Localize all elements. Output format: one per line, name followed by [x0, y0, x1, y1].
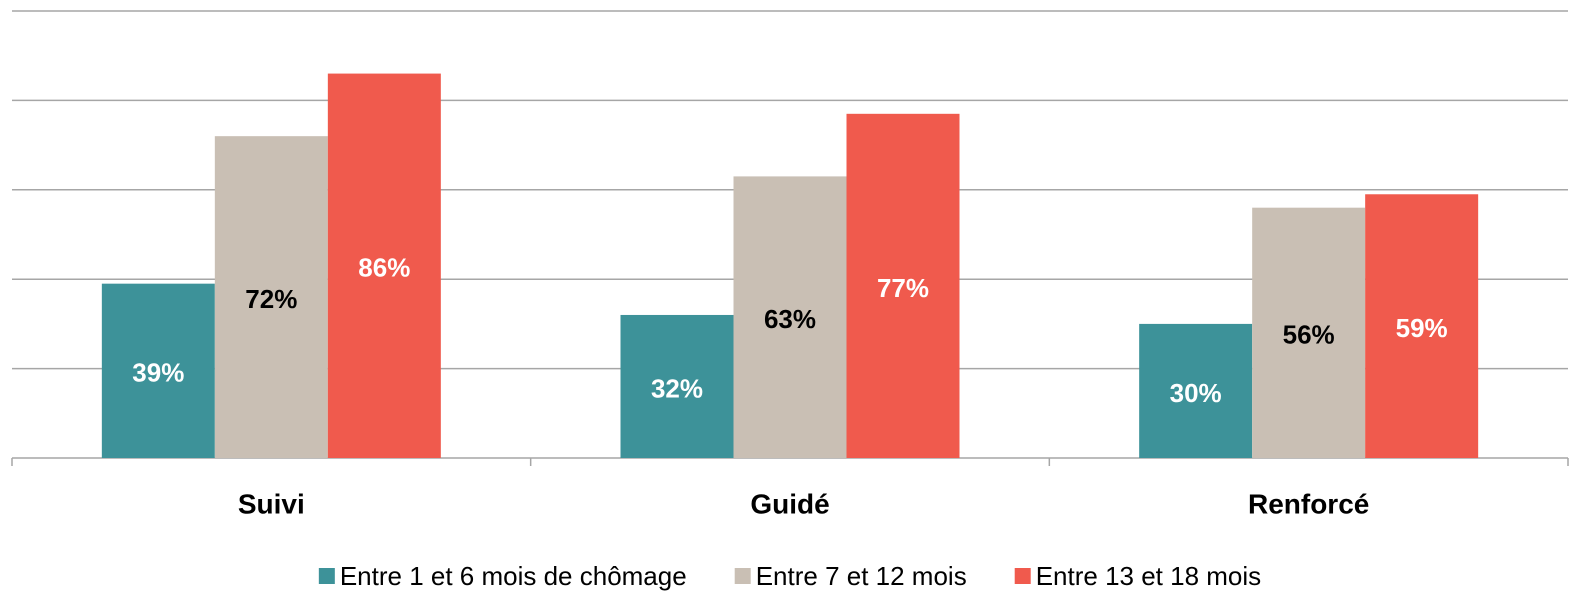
- legend-label: Entre 7 et 12 mois: [756, 561, 967, 591]
- bar: [1365, 194, 1479, 458]
- x-tick-label: Suivi: [238, 488, 305, 519]
- bar: [733, 176, 847, 458]
- data-label: 30%: [1170, 378, 1222, 408]
- data-label: 56%: [1283, 320, 1335, 350]
- data-label: 77%: [877, 273, 929, 303]
- data-label: 86%: [358, 253, 410, 283]
- bar: [620, 314, 734, 458]
- x-tick-label: Guidé: [750, 488, 829, 519]
- bar: [1139, 323, 1253, 458]
- legend-label: Entre 13 et 18 mois: [1036, 561, 1261, 591]
- legend-swatch: [1014, 568, 1031, 584]
- data-label: 63%: [764, 304, 816, 334]
- bar: [1252, 207, 1366, 458]
- bar: [101, 283, 215, 458]
- bar: [846, 113, 960, 458]
- legend-swatch: [734, 568, 751, 584]
- legend-label: Entre 1 et 6 mois de chômage: [340, 561, 687, 591]
- data-label: 72%: [245, 284, 297, 314]
- bar: [327, 73, 441, 458]
- bar: [214, 136, 328, 458]
- legend-swatch: [318, 568, 335, 584]
- data-label: 59%: [1396, 313, 1448, 343]
- x-tick-label: Renforcé: [1248, 488, 1369, 519]
- data-label: 39%: [132, 358, 184, 388]
- legend: Entre 1 et 6 mois de chômage Entre 7 et 1…: [318, 561, 1261, 591]
- data-label: 32%: [651, 373, 703, 403]
